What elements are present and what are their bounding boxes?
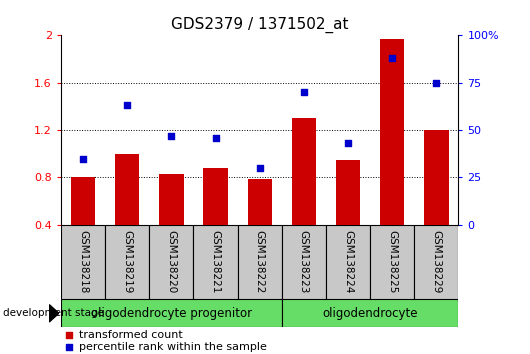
Text: GSM138223: GSM138223 xyxy=(299,230,309,294)
Bar xyxy=(248,179,272,225)
Polygon shape xyxy=(49,304,59,322)
Bar xyxy=(370,225,414,299)
Text: GSM138224: GSM138224 xyxy=(343,230,353,294)
Bar xyxy=(292,118,316,225)
Bar xyxy=(71,177,95,225)
Point xyxy=(211,135,220,141)
Bar xyxy=(282,225,326,299)
Text: transformed count: transformed count xyxy=(79,330,183,340)
Point xyxy=(79,156,87,161)
Point xyxy=(167,133,175,139)
Point xyxy=(388,55,396,61)
Point xyxy=(65,332,73,338)
Point xyxy=(123,103,131,108)
Text: GSM138229: GSM138229 xyxy=(431,230,441,294)
Bar xyxy=(380,39,404,225)
Text: GSM138218: GSM138218 xyxy=(78,230,88,294)
Bar xyxy=(336,160,360,225)
Bar xyxy=(326,225,370,299)
Point xyxy=(65,344,73,349)
Bar xyxy=(149,225,193,299)
Text: GSM138219: GSM138219 xyxy=(122,230,132,294)
Bar xyxy=(61,225,105,299)
Bar xyxy=(115,154,139,225)
Point xyxy=(344,141,352,146)
Text: GSM138220: GSM138220 xyxy=(166,230,176,293)
Text: oligodendrocyte: oligodendrocyte xyxy=(322,307,418,320)
Text: GSM138221: GSM138221 xyxy=(210,230,220,294)
Text: development stage: development stage xyxy=(3,308,104,318)
Bar xyxy=(237,225,282,299)
Bar xyxy=(105,225,149,299)
Bar xyxy=(282,299,458,327)
Bar xyxy=(61,299,282,327)
Bar xyxy=(424,130,448,225)
Text: GSM138225: GSM138225 xyxy=(387,230,397,294)
Point xyxy=(432,80,440,86)
Bar xyxy=(414,225,458,299)
Text: GSM138222: GSM138222 xyxy=(255,230,264,294)
Text: oligodendrocyte progenitor: oligodendrocyte progenitor xyxy=(91,307,252,320)
Point xyxy=(299,89,308,95)
Bar xyxy=(204,168,228,225)
Bar xyxy=(159,174,183,225)
Point xyxy=(255,165,264,171)
Text: percentile rank within the sample: percentile rank within the sample xyxy=(79,342,267,352)
Bar xyxy=(193,225,237,299)
Title: GDS2379 / 1371502_at: GDS2379 / 1371502_at xyxy=(171,16,348,33)
